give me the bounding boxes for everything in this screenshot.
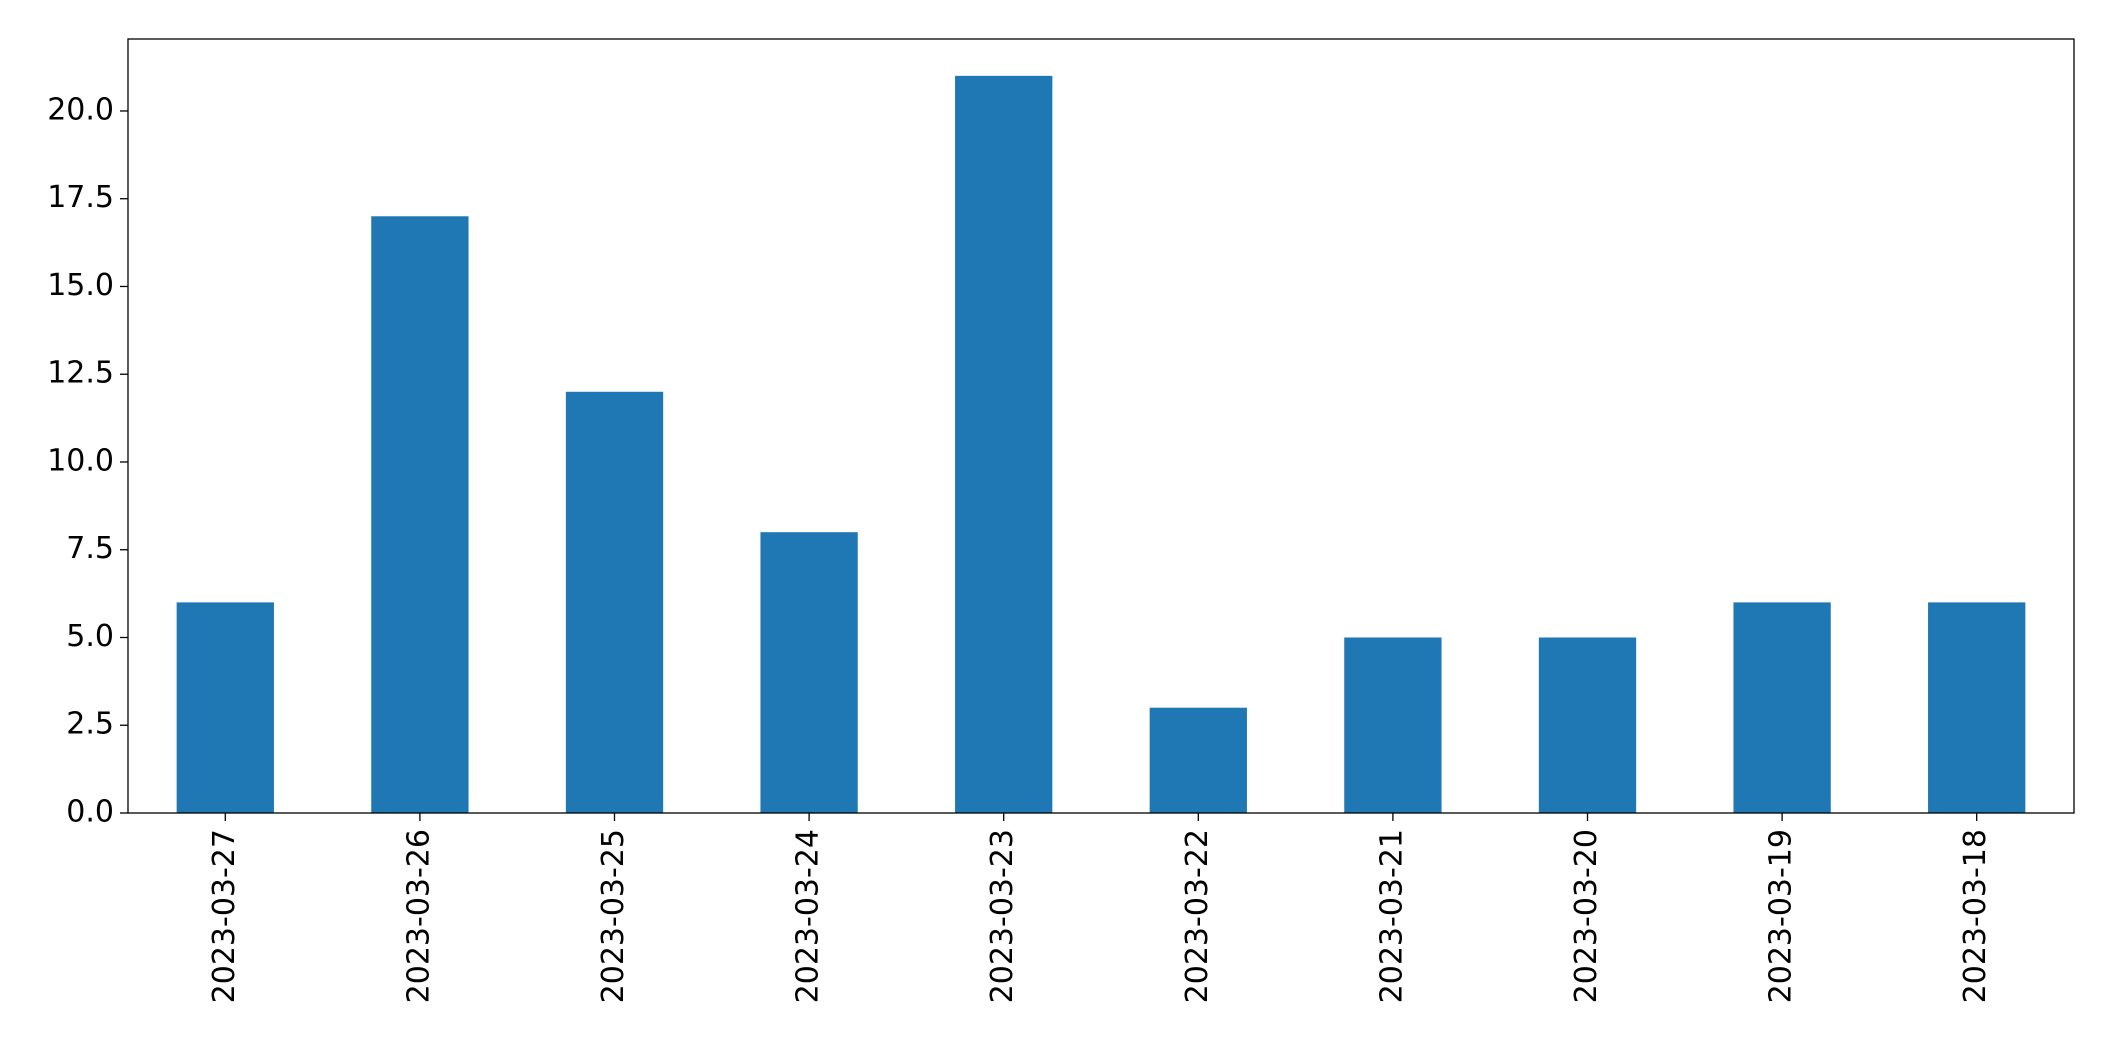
y-tick-label: 7.5 <box>66 531 114 566</box>
bar <box>565 391 664 813</box>
x-tick-label: 2023-03-23 <box>985 829 1020 1003</box>
x-tick-label: 2023-03-22 <box>1180 829 1215 1003</box>
x-tick-label: 2023-03-18 <box>1958 829 1993 1003</box>
bar <box>1733 602 1831 813</box>
y-tick-label: 20.0 <box>47 92 114 127</box>
x-tick-label: 2023-03-21 <box>1374 829 1409 1003</box>
x-tick-label: 2023-03-27 <box>207 829 242 1003</box>
x-tick-label: 2023-03-20 <box>1569 829 1604 1003</box>
y-tick-label: 0.0 <box>66 795 114 830</box>
y-tick-label: 2.5 <box>66 707 114 742</box>
bar <box>176 602 274 813</box>
x-tick-label: 2023-03-26 <box>401 829 436 1003</box>
bar <box>1538 637 1637 813</box>
x-tick-label: 2023-03-25 <box>596 829 631 1003</box>
bar <box>371 216 469 813</box>
bar <box>955 75 1053 814</box>
y-tick-label: 15.0 <box>47 268 114 303</box>
y-tick-label: 5.0 <box>66 619 114 654</box>
bar <box>1928 602 2026 813</box>
bar <box>1344 637 1442 813</box>
y-tick-label: 17.5 <box>47 180 114 215</box>
x-tick-label: 2023-03-24 <box>791 829 826 1003</box>
bar <box>1149 707 1247 813</box>
y-tick-label: 12.5 <box>47 356 114 391</box>
plot-frame <box>127 38 2075 814</box>
y-tick-label: 10.0 <box>47 443 114 478</box>
x-tick-label: 2023-03-19 <box>1764 829 1799 1003</box>
bar <box>760 532 858 813</box>
